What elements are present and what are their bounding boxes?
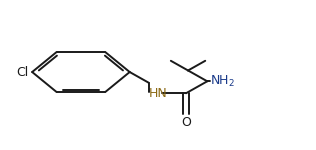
Text: Cl: Cl <box>16 66 28 79</box>
Text: NH$_2$: NH$_2$ <box>210 74 235 89</box>
Text: HN: HN <box>149 87 168 100</box>
Text: O: O <box>181 116 191 129</box>
